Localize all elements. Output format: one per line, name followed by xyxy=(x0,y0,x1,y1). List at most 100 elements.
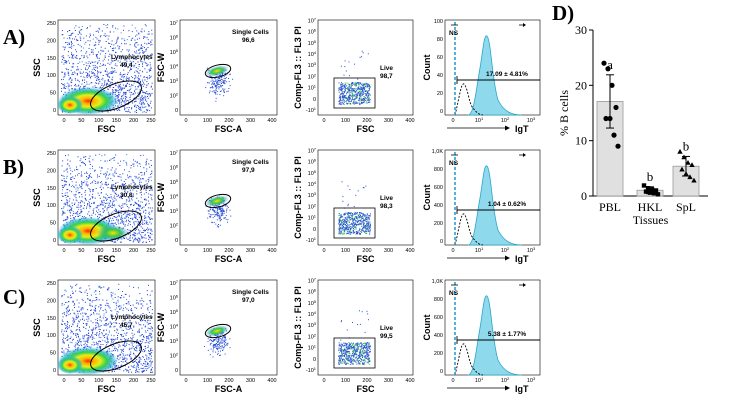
event-dot xyxy=(340,97,342,99)
event-dot xyxy=(125,338,127,340)
event-dot xyxy=(116,65,118,67)
event-dot xyxy=(221,214,223,216)
event-dot xyxy=(143,356,144,358)
event-dot xyxy=(72,324,74,326)
event-dot xyxy=(87,316,89,318)
event-dot xyxy=(114,54,116,56)
event-dot xyxy=(92,165,93,167)
event-dot xyxy=(369,94,371,96)
event-dot xyxy=(121,56,123,58)
event-dot xyxy=(104,205,106,207)
event-dot xyxy=(149,354,151,355)
event-dot xyxy=(144,360,146,362)
event-dot xyxy=(225,81,227,83)
event-dot xyxy=(99,36,101,38)
event-dot xyxy=(124,184,125,186)
event-dot xyxy=(92,86,94,88)
event-dot xyxy=(80,49,82,51)
event-dot xyxy=(99,40,101,42)
event-dot xyxy=(148,69,150,71)
event-dot xyxy=(368,221,370,223)
event-dot xyxy=(89,44,91,46)
event-dot xyxy=(220,215,222,217)
event-dot xyxy=(346,98,348,100)
y-tick-label: 250 xyxy=(47,21,56,27)
event-dot xyxy=(111,184,113,186)
event-dot xyxy=(95,154,97,156)
event-dot xyxy=(74,27,76,29)
event-dot xyxy=(138,37,140,39)
event-dot xyxy=(364,85,366,87)
event-dot xyxy=(113,110,115,112)
event-dot xyxy=(72,301,74,303)
event-dot xyxy=(78,81,80,83)
event-dot xyxy=(209,90,211,92)
event-dot xyxy=(89,173,91,175)
event-dot xyxy=(139,70,141,71)
event-dot xyxy=(63,86,65,88)
event-dot xyxy=(361,56,362,58)
y-tick-label: 1,0K xyxy=(432,149,444,155)
event-dot xyxy=(361,102,363,104)
event-dot xyxy=(130,342,132,344)
event-dot xyxy=(117,356,119,358)
event-dot xyxy=(150,66,152,68)
event-dot xyxy=(85,72,87,73)
event-dot xyxy=(96,332,98,334)
event-dot xyxy=(361,102,362,103)
event-dot xyxy=(120,74,122,76)
event-dot xyxy=(99,285,101,287)
event-dot xyxy=(344,66,346,68)
x-tick-label: 103 xyxy=(527,116,536,124)
event-dot xyxy=(95,324,97,326)
event-dot xyxy=(67,171,69,173)
event-dot xyxy=(62,210,64,212)
event-dot xyxy=(147,341,149,343)
event-dot xyxy=(98,82,100,84)
event-dot xyxy=(106,208,108,210)
event-dot xyxy=(125,100,127,102)
event-dot xyxy=(81,181,83,183)
event-dot xyxy=(365,230,367,232)
event-dot xyxy=(109,82,111,84)
event-dot xyxy=(62,333,64,335)
event-dot xyxy=(338,87,340,89)
event-dot xyxy=(144,173,146,174)
event-dot xyxy=(108,207,110,209)
event-dot xyxy=(151,199,153,201)
event-dot xyxy=(128,78,130,80)
event-dot xyxy=(123,69,125,71)
event-dot xyxy=(353,219,355,221)
event-dot xyxy=(341,96,343,98)
event-dot xyxy=(101,50,103,52)
event-dot xyxy=(80,211,82,212)
event-dot xyxy=(128,89,130,91)
event-dot xyxy=(142,236,144,238)
event-dot xyxy=(150,75,152,77)
event-dot xyxy=(70,186,72,187)
event-dot xyxy=(220,81,222,83)
event-dot xyxy=(341,101,343,103)
event-dot xyxy=(101,181,102,183)
event-dot xyxy=(223,210,225,212)
event-dot xyxy=(131,93,133,95)
event-dot xyxy=(138,86,139,88)
event-dot xyxy=(144,103,145,105)
event-dot xyxy=(150,371,152,373)
lymphocyte-gate-plot: Lymphocytes49,40050501001001501502002002… xyxy=(32,19,156,134)
event-dot xyxy=(73,305,75,306)
event-dot xyxy=(340,85,342,87)
event-dot xyxy=(217,214,219,216)
event-dot xyxy=(103,210,105,212)
event-dot xyxy=(127,67,129,69)
event-dot xyxy=(148,105,150,107)
event-dot xyxy=(105,345,107,347)
event-dot xyxy=(358,102,360,104)
event-dot xyxy=(360,217,362,219)
event-dot xyxy=(342,220,344,222)
event-dot xyxy=(67,340,69,341)
event-dot xyxy=(217,212,219,214)
event-dot xyxy=(146,303,148,305)
event-dot xyxy=(344,86,346,88)
event-dot xyxy=(105,197,107,199)
